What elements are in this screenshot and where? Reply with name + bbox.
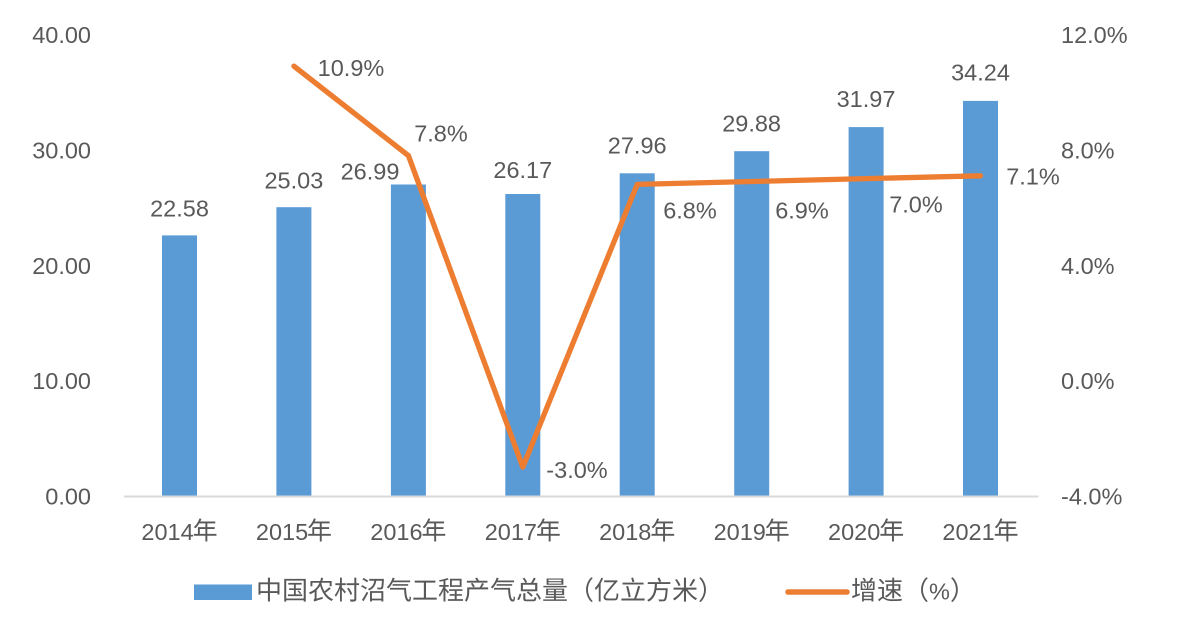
svg-text:7.8%: 7.8% [414, 120, 468, 146]
svg-text:20.00: 20.00 [32, 253, 91, 279]
svg-text:6.9%: 6.9% [775, 198, 829, 224]
svg-text:2014: 2014 [141, 519, 193, 545]
svg-text:2020: 2020 [828, 519, 880, 545]
svg-text:10.9%: 10.9% [318, 55, 385, 81]
svg-text:26.99: 26.99 [341, 159, 400, 185]
svg-text:34.24: 34.24 [951, 60, 1010, 86]
svg-text:25.03: 25.03 [264, 168, 323, 194]
svg-text:26.17: 26.17 [493, 157, 552, 183]
svg-text:7.1%: 7.1% [1006, 164, 1060, 190]
svg-text:2019: 2019 [714, 519, 766, 545]
svg-text:8.0%: 8.0% [1061, 137, 1115, 163]
svg-text:29.88: 29.88 [722, 110, 781, 136]
svg-text:2015: 2015 [256, 519, 308, 545]
svg-text:7.0%: 7.0% [889, 192, 943, 218]
svg-text:-3.0%: -3.0% [546, 457, 607, 483]
svg-text:0.00: 0.00 [45, 484, 91, 510]
svg-text:40.00: 40.00 [32, 22, 91, 48]
svg-text:-4.0%: -4.0% [1061, 484, 1122, 510]
svg-text:30.00: 30.00 [32, 137, 91, 163]
svg-text:27.96: 27.96 [608, 133, 667, 159]
svg-text:6.8%: 6.8% [663, 198, 717, 224]
svg-text:2018: 2018 [599, 519, 651, 545]
svg-text:2017: 2017 [485, 519, 537, 545]
svg-text:2016: 2016 [370, 519, 422, 545]
svg-text:12.0%: 12.0% [1061, 22, 1128, 48]
svg-text:4.0%: 4.0% [1061, 253, 1115, 279]
svg-text:0.0%: 0.0% [1061, 368, 1115, 394]
svg-text:22.58: 22.58 [150, 196, 209, 222]
svg-text:%: % [929, 579, 950, 605]
svg-text:10.00: 10.00 [32, 368, 91, 394]
svg-text:31.97: 31.97 [837, 86, 896, 112]
svg-text:2021: 2021 [942, 519, 994, 545]
